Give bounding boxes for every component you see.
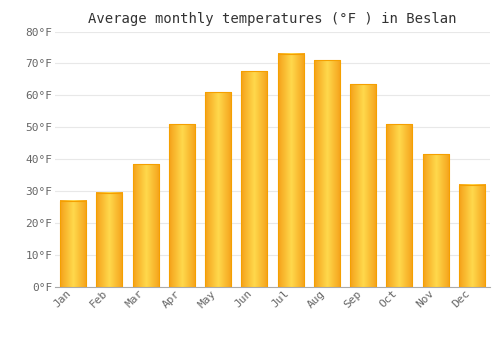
Bar	[169, 124, 195, 287]
Bar	[422, 154, 448, 287]
Bar	[278, 54, 303, 287]
Bar	[459, 185, 485, 287]
Bar	[96, 193, 122, 287]
Title: Average monthly temperatures (°F ) in Beslan: Average monthly temperatures (°F ) in Be…	[88, 12, 457, 26]
Bar	[205, 92, 231, 287]
Bar	[242, 71, 268, 287]
Bar	[314, 60, 340, 287]
Bar	[132, 164, 158, 287]
Bar	[386, 124, 412, 287]
Bar	[350, 84, 376, 287]
Bar	[60, 201, 86, 287]
